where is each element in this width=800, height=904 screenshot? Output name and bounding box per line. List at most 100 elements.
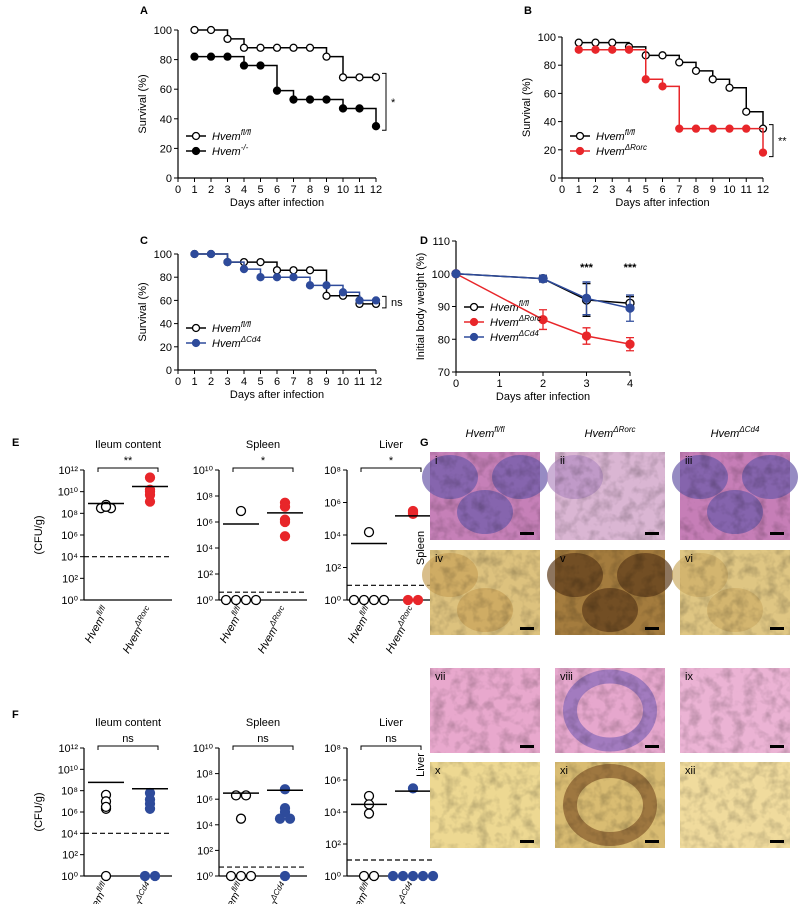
x-tick-label: 11 bbox=[741, 184, 752, 196]
label-sup: ΔRorc bbox=[395, 604, 414, 629]
x-tick-label: 3 bbox=[609, 184, 615, 196]
data-point bbox=[206, 52, 216, 61]
data-point bbox=[230, 790, 242, 801]
tile-label: ix bbox=[685, 671, 693, 683]
label-name: Hvem bbox=[212, 338, 241, 350]
y-tick-label: 10¹² bbox=[58, 465, 78, 477]
data-point bbox=[708, 124, 717, 133]
chart-title: Spleen bbox=[246, 717, 280, 729]
data-point bbox=[708, 75, 717, 84]
data-point bbox=[363, 808, 375, 819]
legend-marker bbox=[575, 146, 585, 156]
y-tick-label: 10¹² bbox=[58, 743, 78, 755]
label-sup: fl/fl bbox=[519, 299, 529, 308]
legend-marker bbox=[469, 317, 479, 327]
legend-marker bbox=[191, 323, 201, 333]
data-point bbox=[608, 38, 617, 47]
x-tick-label: 0 bbox=[453, 378, 459, 390]
label-name: Hvem bbox=[585, 428, 614, 440]
data-point bbox=[574, 45, 583, 54]
x-tick-label: 3 bbox=[224, 376, 230, 388]
data-point bbox=[240, 594, 252, 606]
data-point bbox=[378, 594, 390, 606]
panel-letter: A bbox=[140, 5, 148, 17]
y-tick-label: 10⁸ bbox=[61, 508, 78, 520]
significance-label: ns bbox=[385, 733, 397, 745]
y-tick-label: 90 bbox=[438, 302, 450, 314]
chart-title: Ileum content bbox=[95, 717, 161, 729]
significance-bracket bbox=[232, 467, 294, 472]
label-sup: ΔRorc bbox=[624, 143, 647, 152]
label-sup: ΔRorc bbox=[612, 425, 635, 434]
y-tick-label: 100 bbox=[538, 32, 556, 44]
y-tick-label: 40 bbox=[544, 117, 556, 129]
data-point bbox=[235, 813, 247, 824]
data-point bbox=[279, 784, 291, 795]
y-tick-label: 80 bbox=[438, 334, 450, 346]
x-axis-label: Days after infection bbox=[496, 391, 590, 403]
series-label: Hvemfl/fl bbox=[80, 880, 113, 904]
label-name: Hvem bbox=[490, 332, 519, 344]
data-point bbox=[371, 296, 381, 305]
data-point bbox=[305, 281, 315, 290]
scale-bar bbox=[770, 840, 784, 843]
data-point bbox=[279, 806, 291, 818]
series-label: HvemΔRorc bbox=[253, 604, 291, 656]
y-tick-label: 10² bbox=[62, 573, 78, 585]
series-label: HvemΔCd4 bbox=[119, 880, 157, 904]
data-point bbox=[322, 291, 331, 300]
data-point bbox=[245, 870, 257, 882]
scale-bar bbox=[520, 840, 534, 843]
label-name: Hvem bbox=[490, 317, 519, 329]
data-point bbox=[322, 281, 331, 290]
data-point bbox=[338, 288, 348, 297]
data-point bbox=[368, 594, 380, 606]
y-tick-label: 0 bbox=[550, 173, 556, 185]
x-tick-label: 10 bbox=[723, 184, 735, 196]
x-axis-label: Days after infection bbox=[230, 389, 324, 401]
x-tick-label: 2 bbox=[592, 184, 598, 196]
x-tick-label: 0 bbox=[175, 184, 181, 196]
data-point bbox=[239, 264, 249, 274]
y-tick-label: 100 bbox=[154, 249, 172, 261]
y-tick-label: 10⁴ bbox=[196, 820, 213, 832]
label-name: Hvem bbox=[385, 899, 410, 904]
data-point bbox=[675, 58, 684, 67]
y-tick-label: 10⁰ bbox=[61, 871, 78, 883]
x-axis-label: Days after infection bbox=[615, 197, 709, 209]
data-point bbox=[451, 269, 461, 279]
data-point bbox=[417, 870, 429, 882]
label-sup: ΔCd4 bbox=[396, 880, 415, 903]
data-point bbox=[272, 43, 282, 52]
data-point bbox=[355, 73, 364, 82]
y-tick-label: 0 bbox=[166, 173, 172, 185]
y-tick-label: 10² bbox=[325, 563, 341, 575]
data-point bbox=[305, 95, 315, 104]
data-point bbox=[338, 104, 348, 113]
y-tick-label: 10⁶ bbox=[196, 517, 213, 529]
significance-bracket bbox=[382, 72, 387, 131]
legend-marker bbox=[469, 332, 479, 342]
label-name: Hvem bbox=[466, 428, 495, 440]
data-point bbox=[658, 51, 667, 60]
x-tick-label: 12 bbox=[370, 376, 382, 388]
label-name: Hvem bbox=[384, 625, 409, 656]
tile-label: x bbox=[435, 765, 441, 777]
data-point bbox=[289, 43, 298, 52]
texture bbox=[430, 762, 540, 848]
scale-bar bbox=[770, 627, 784, 630]
significance-label: ns bbox=[257, 733, 269, 745]
data-point bbox=[574, 38, 583, 47]
x-tick-label: 12 bbox=[370, 184, 382, 196]
data-point bbox=[371, 122, 381, 131]
data-point bbox=[641, 75, 650, 84]
data-point bbox=[348, 594, 360, 606]
significance-label: * bbox=[391, 97, 396, 109]
significance-bracket bbox=[232, 745, 294, 750]
tile-label: xii bbox=[685, 765, 695, 777]
series-label: HvemΔRorc bbox=[585, 425, 636, 440]
y-tick-label: 100 bbox=[154, 25, 172, 37]
panel-letter: G bbox=[420, 437, 429, 449]
data-point bbox=[355, 296, 364, 305]
legend-marker bbox=[191, 338, 201, 348]
